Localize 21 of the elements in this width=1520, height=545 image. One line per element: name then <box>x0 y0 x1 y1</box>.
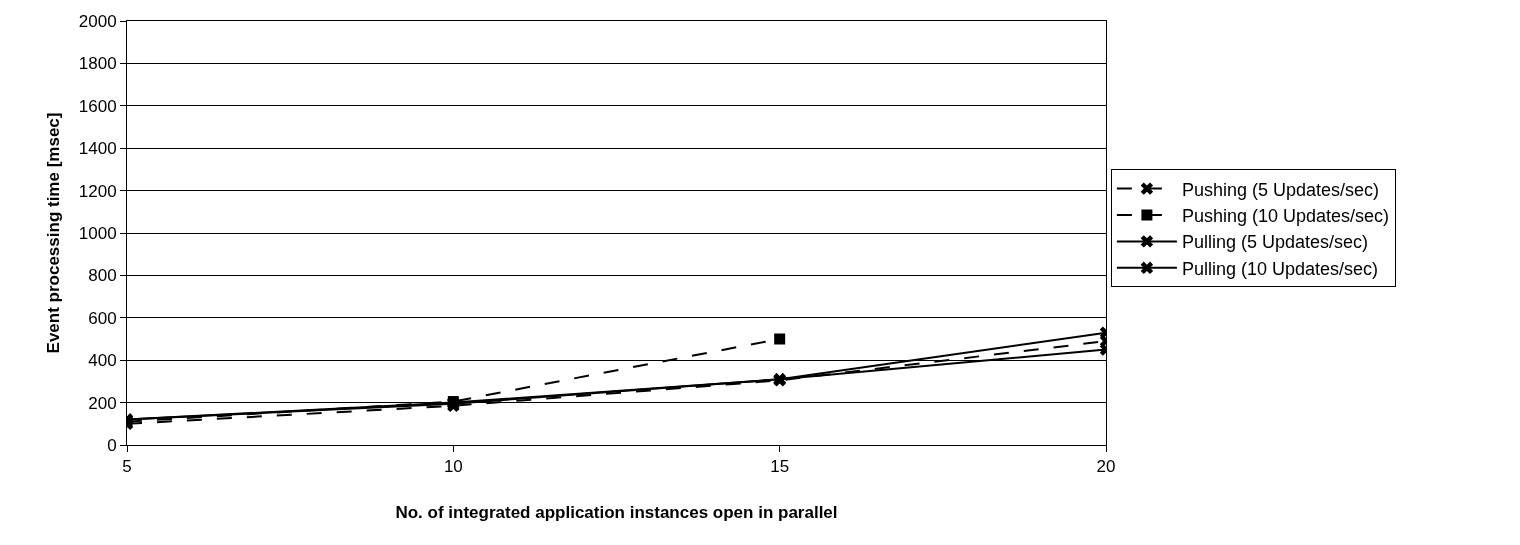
y-tick-label: 1200 <box>78 181 117 201</box>
y-tick-label: 1000 <box>78 223 117 243</box>
y-tick-label: 1800 <box>78 54 117 74</box>
y-tick-label: 800 <box>88 266 117 286</box>
x-tick-label: 15 <box>770 457 790 477</box>
legend-label: Pulling (5 Updates/sec) <box>1181 232 1368 253</box>
x-tick-label: 5 <box>122 457 132 477</box>
legend-label: Pulling (10 Updates/sec) <box>1181 258 1378 279</box>
x-tick-label: 10 <box>443 457 463 477</box>
y-axis-title: Event processing time [msec] <box>44 112 64 354</box>
x-axis-title: No. of integrated application instances open in parallel <box>395 502 838 522</box>
y-tick-label: 200 <box>88 393 117 413</box>
y-tick-label: 1600 <box>78 96 117 116</box>
y-tick-label: 2000 <box>78 11 117 31</box>
legend-label: Pushing (10 Updates/sec) <box>1181 206 1390 227</box>
y-tick-label: 1400 <box>78 139 117 159</box>
y-tick-label: 400 <box>88 351 117 371</box>
y-tick-label: 0 <box>107 435 117 455</box>
legend-label: Pushing (5 Updates/sec) <box>1181 179 1379 200</box>
x-tick-label: 20 <box>1096 457 1116 477</box>
y-tick-label: 600 <box>88 308 117 328</box>
